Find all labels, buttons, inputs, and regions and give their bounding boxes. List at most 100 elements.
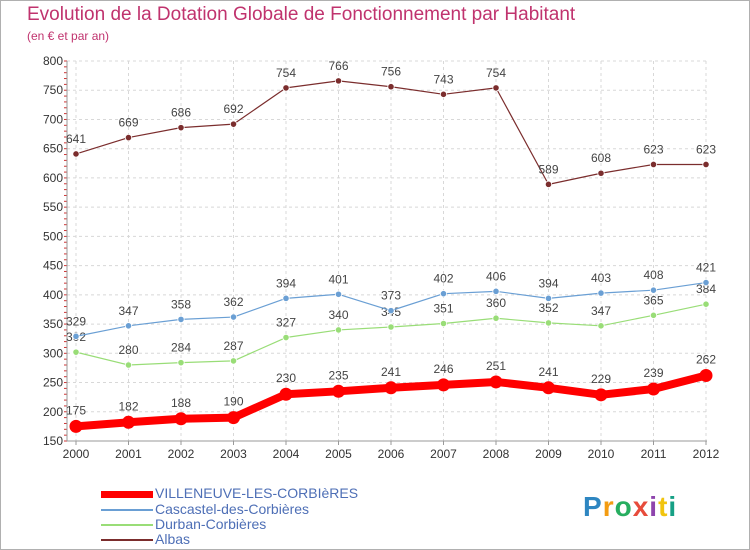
data-point — [702, 300, 710, 308]
x-tick-label: 2002 — [168, 447, 195, 461]
data-point — [334, 326, 343, 334]
data-point — [124, 322, 133, 330]
x-tick-label: 2000 — [63, 447, 90, 461]
data-point — [69, 419, 83, 433]
proxiti-logo: Proxiti — [583, 491, 677, 523]
data-label: 402 — [433, 272, 453, 286]
legend-label: Cascastel-des-Corbières — [155, 501, 310, 517]
data-label: 329 — [66, 314, 86, 328]
data-point — [492, 84, 500, 92]
data-label: 284 — [171, 341, 191, 355]
data-point — [282, 84, 290, 92]
data-label: 754 — [276, 66, 296, 80]
data-label: 408 — [643, 268, 663, 282]
chart-title: Evolution de la Dotation Globale de Fonc… — [27, 4, 576, 25]
data-point — [227, 411, 240, 425]
x-tick-label: 2001 — [115, 447, 142, 461]
data-point — [282, 294, 290, 302]
data-point — [72, 348, 80, 356]
data-label: 589 — [538, 162, 558, 176]
data-label: 421 — [696, 261, 716, 275]
data-point — [334, 77, 343, 85]
data-point — [124, 133, 133, 142]
legend-label: Albas — [155, 531, 191, 547]
data-point — [542, 381, 555, 395]
data-label: 623 — [696, 142, 716, 156]
data-point — [492, 287, 500, 295]
data-label: 175 — [66, 403, 86, 417]
data-point — [489, 375, 503, 389]
data-point — [597, 169, 605, 177]
x-tick-label: 2012 — [693, 447, 720, 461]
data-label: 394 — [276, 276, 296, 290]
logo-letter: r — [602, 491, 615, 522]
data-label: 686 — [171, 106, 191, 120]
data-label: 347 — [591, 304, 611, 318]
data-label: 280 — [118, 343, 138, 357]
y-tick-label: 750 — [43, 83, 63, 97]
data-point — [332, 384, 345, 398]
data-point — [279, 387, 293, 401]
logo-letter: i — [668, 491, 678, 522]
data-point — [597, 322, 605, 330]
data-label: 340 — [328, 308, 348, 322]
y-tick-label: 500 — [43, 229, 63, 243]
data-point — [702, 278, 710, 287]
data-point — [177, 315, 185, 323]
data-point — [72, 150, 80, 158]
data-point — [384, 381, 398, 395]
data-point — [387, 83, 395, 91]
data-label: 756 — [381, 65, 401, 79]
x-tick-label: 2004 — [273, 447, 300, 461]
data-point — [177, 124, 185, 132]
data-point — [649, 311, 658, 319]
data-label: 241 — [381, 365, 401, 379]
data-point — [544, 319, 553, 327]
x-tick-label: 2009 — [535, 447, 562, 461]
data-label: 641 — [66, 132, 86, 146]
data-point — [122, 415, 135, 429]
data-label: 692 — [223, 102, 243, 116]
data-point — [544, 180, 553, 188]
data-label: 235 — [328, 368, 348, 382]
y-tick-label: 150 — [43, 434, 63, 448]
data-point — [594, 388, 608, 402]
data-label: 351 — [433, 301, 453, 315]
y-tick-label: 450 — [43, 259, 63, 273]
data-label: 251 — [486, 359, 506, 373]
data-point — [647, 382, 660, 396]
data-label: 287 — [223, 339, 243, 353]
x-tick-label: 2006 — [378, 447, 405, 461]
data-point — [702, 160, 710, 169]
y-tick-label: 800 — [43, 54, 63, 68]
y-tick-label: 650 — [43, 142, 63, 156]
data-point — [282, 333, 290, 342]
data-point — [387, 323, 395, 331]
data-label: 246 — [433, 362, 453, 376]
data-point — [174, 412, 188, 426]
y-tick-label: 400 — [43, 288, 63, 302]
y-tick-label: 600 — [43, 171, 63, 185]
legend-swatch — [101, 509, 153, 511]
data-label: 241 — [538, 365, 558, 379]
data-point — [124, 361, 133, 369]
data-point — [597, 289, 605, 297]
data-label: 766 — [328, 59, 348, 73]
data-label: 262 — [696, 353, 716, 367]
data-label: 608 — [591, 151, 611, 165]
data-point — [177, 359, 185, 367]
data-point — [492, 314, 500, 322]
y-tick-label: 300 — [43, 346, 63, 360]
x-tick-label: 2008 — [483, 447, 510, 461]
data-label: 347 — [118, 304, 138, 318]
data-label: 362 — [223, 295, 243, 309]
y-tick-label: 700 — [43, 112, 63, 126]
data-point — [649, 286, 658, 294]
data-label: 229 — [591, 372, 611, 386]
data-label: 358 — [171, 297, 191, 311]
data-point — [334, 290, 343, 298]
data-label: 743 — [433, 72, 453, 86]
data-label: 754 — [486, 66, 506, 80]
data-label: 394 — [538, 276, 558, 290]
